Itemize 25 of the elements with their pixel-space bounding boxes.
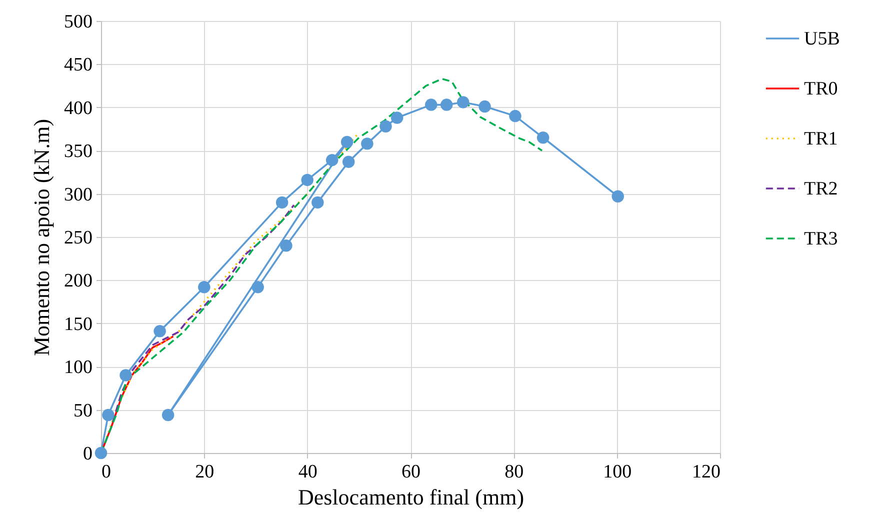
x-axis-title: Deslocamento final (mm) xyxy=(298,484,524,510)
x-tick-label: 100 xyxy=(603,462,632,482)
y-tick-label: 300 xyxy=(64,184,92,206)
x-tick-label: 80 xyxy=(504,462,524,482)
x-tick-label: 120 xyxy=(692,462,720,482)
y-axis-title: Momento no apoio (kN.m) xyxy=(29,118,54,356)
legend-label: TR2 xyxy=(804,178,838,200)
x-tick-label: 20 xyxy=(195,462,214,482)
y-tick-label: 250 xyxy=(64,228,92,248)
legend-label: TR1 xyxy=(804,128,838,150)
x-tick-label: 40 xyxy=(298,462,318,482)
x-tick-label: 60 xyxy=(402,462,420,482)
y-tick-label: 150 xyxy=(64,314,92,335)
x-tick-label: 0 xyxy=(102,462,111,482)
y-tick-label: 350 xyxy=(64,141,92,162)
y-tick-label: 500 xyxy=(64,12,92,32)
legend-label: U5B xyxy=(804,28,840,50)
legend-label: TR0 xyxy=(804,78,838,100)
y-tick-label: 200 xyxy=(64,270,92,292)
y-tick-label: 450 xyxy=(64,54,92,76)
y-tick-label: 0 xyxy=(83,444,92,464)
legend-label: TR3 xyxy=(804,228,838,250)
y-tick-label: 100 xyxy=(64,357,92,378)
y-tick-label: 400 xyxy=(64,98,92,119)
y-tick-label: 50 xyxy=(74,400,92,422)
